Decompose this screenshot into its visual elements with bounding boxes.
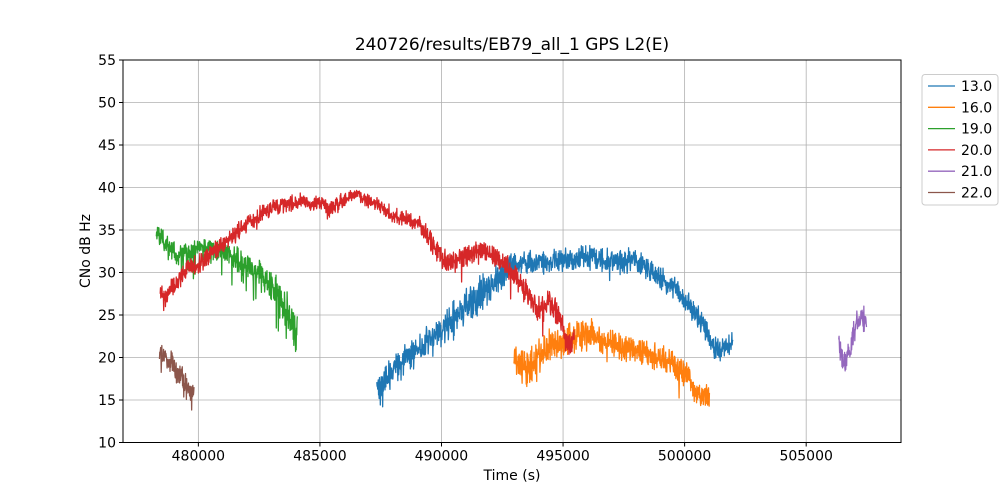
x-tick-label-490000: 490000 <box>415 449 468 465</box>
x-axis-label: Time (s) <box>483 468 541 484</box>
legend-label-21.0: 21.0 <box>961 164 992 180</box>
legend-item-21.0: 21.0 <box>928 164 992 180</box>
legend-item-19.0: 19.0 <box>928 122 992 138</box>
y-tick-label-15: 15 <box>98 393 116 409</box>
x-tick-label-500000: 500000 <box>658 449 711 465</box>
series-line-22.0 <box>158 344 195 411</box>
y-tick-label-20: 20 <box>98 351 116 367</box>
x-tick-label-480000: 480000 <box>172 449 225 465</box>
y-tick-label-55: 55 <box>98 53 116 69</box>
legend-item-20.0: 20.0 <box>928 143 992 159</box>
series-line-19.0 <box>155 226 298 353</box>
plot-border <box>122 59 902 443</box>
y-tick-label-35: 35 <box>98 223 116 239</box>
x-tick-label-505000: 505000 <box>779 449 832 465</box>
legend-label-19.0: 19.0 <box>961 122 992 138</box>
series-line-20.0 <box>159 189 575 355</box>
x-tick-label-495000: 495000 <box>536 449 589 465</box>
y-tick-label-10: 10 <box>98 436 116 452</box>
legend-item-22.0: 22.0 <box>928 186 992 202</box>
y-tick-label-50: 50 <box>98 96 116 112</box>
legend: 13.0 16.0 19.0 20.0 21.0 22.0 <box>921 74 999 206</box>
legend-item-13.0: 13.0 <box>928 79 992 95</box>
legend-label-22.0: 22.0 <box>961 186 992 202</box>
y-tick-label-45: 45 <box>98 138 116 154</box>
legend-label-16.0: 16.0 <box>961 100 992 116</box>
series-line-16.0 <box>513 318 711 407</box>
y-tick-label-25: 25 <box>98 308 116 324</box>
legend-label-13.0: 13.0 <box>961 79 992 95</box>
chart-title: 240726/results/EB79_all_1 GPS L2(E) <box>355 35 669 55</box>
legend-item-16.0: 16.0 <box>928 100 992 116</box>
axis-tick-labels: 480000 485000 490000 495000 500000 505000 10 15… <box>98 53 833 465</box>
series-line-13.0 <box>376 244 734 408</box>
axis-ticks <box>119 59 807 447</box>
y-axis-label: CNo dB Hz <box>78 214 94 288</box>
legend-label-20.0: 20.0 <box>961 143 992 159</box>
series-lines <box>155 189 868 411</box>
y-tick-label-30: 30 <box>98 266 116 282</box>
series-line-21.0 <box>838 305 868 372</box>
x-tick-label-485000: 485000 <box>293 449 346 465</box>
y-tick-label-40: 40 <box>98 181 116 197</box>
